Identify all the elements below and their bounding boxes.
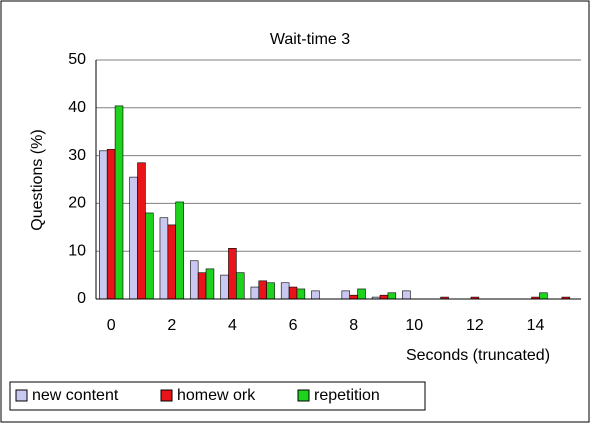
x-tick-label: 2: [167, 317, 176, 334]
legend-label: repetition: [314, 387, 380, 404]
bar: [379, 294, 389, 300]
bar: [189, 260, 199, 300]
legend-box: [9, 381, 426, 411]
bar: [159, 217, 169, 300]
y-tick-label: 10: [68, 242, 86, 259]
bar: [129, 176, 138, 300]
bar: [175, 201, 184, 300]
bar: [137, 162, 146, 300]
x-tick-label: 10: [405, 317, 423, 334]
bar: [280, 282, 290, 300]
bar: [288, 286, 298, 300]
legend-label: new content: [32, 387, 119, 404]
bar: [402, 290, 411, 300]
x-tick-label: 8: [349, 317, 358, 334]
bar: [114, 105, 124, 300]
y-tick-label: 40: [68, 99, 86, 116]
bar: [266, 282, 275, 300]
y-tick-label: 0: [77, 290, 86, 307]
bar: [205, 268, 215, 300]
bar: [258, 280, 267, 300]
bar: [341, 290, 351, 300]
bar: [228, 248, 237, 300]
bar: [250, 286, 260, 300]
x-tick-label: 14: [527, 317, 545, 334]
x-tick-label: 6: [289, 317, 298, 334]
x-tick-label: 4: [228, 317, 237, 334]
x-axis-label: Seconds (truncated): [406, 347, 550, 364]
bar: [539, 292, 548, 300]
y-axis-label: Questions (%): [29, 129, 46, 230]
chart-title: Wait-time 3: [270, 31, 350, 48]
bar: [99, 150, 108, 300]
x-tick-label: 12: [466, 317, 484, 334]
y-tick-label: 50: [68, 51, 86, 68]
bar: [387, 292, 397, 300]
bar: [220, 274, 229, 300]
y-tick-label: 20: [68, 195, 86, 212]
legend-swatch: [160, 389, 173, 402]
bar: [106, 149, 116, 300]
bar: [145, 212, 154, 300]
y-tick-label: 30: [68, 147, 86, 164]
x-tick-label: 0: [107, 317, 116, 334]
legend-swatch: [297, 389, 310, 402]
bar: [197, 272, 207, 300]
bar: [296, 288, 306, 300]
bar: [311, 290, 320, 300]
bar: [167, 224, 177, 300]
bar: [236, 272, 245, 300]
legend-label: homew ork: [177, 387, 256, 404]
bar: [357, 288, 366, 300]
legend-swatch: [15, 389, 28, 402]
bar: [349, 294, 358, 300]
